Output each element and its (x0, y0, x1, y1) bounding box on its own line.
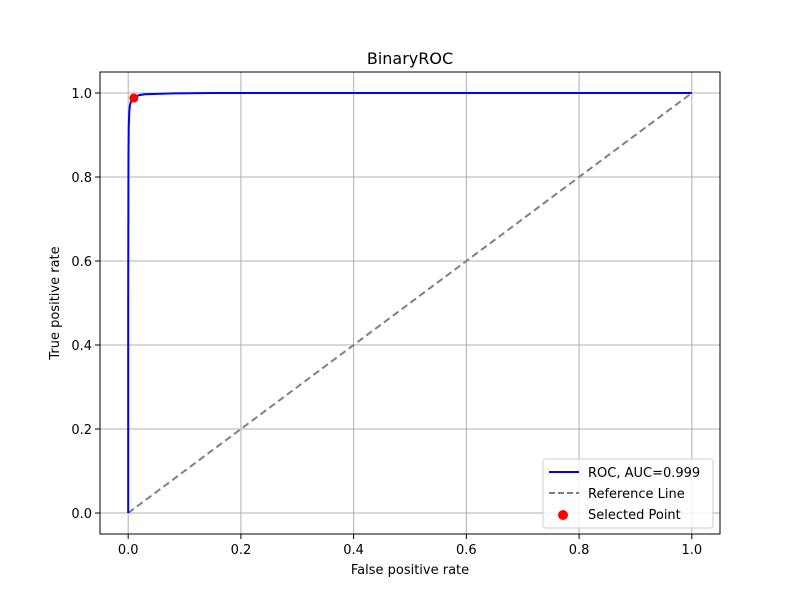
legend: ROC, AUC=0.999 Reference Line Selected P… (542, 458, 714, 529)
series-layer (127, 92, 693, 514)
x-tick-label-1: 0.2 (231, 543, 252, 558)
y-tick-label-1: 0.2 (71, 423, 92, 438)
y-tick-label-0: 0.0 (71, 507, 92, 522)
x-tick-label-3: 0.6 (456, 543, 477, 558)
x-tick-label-5: 1.0 (681, 543, 702, 558)
x-tick-label-4: 0.8 (569, 543, 590, 558)
y-tick-label-2: 0.4 (71, 339, 92, 354)
reference-line (127, 92, 693, 514)
legend-swatch-selected-point (558, 510, 568, 520)
legend-label-reference: Reference Line (588, 487, 685, 502)
x-tick-label-2: 0.4 (343, 543, 364, 558)
y-axis-label: True positive rate (48, 246, 63, 360)
y-tick-label-3: 0.6 (71, 255, 92, 270)
x-tick-label-0: 0.0 (118, 543, 139, 558)
legend-label-roc: ROC, AUC=0.999 (588, 466, 700, 481)
legend-label-selected-point: Selected Point (588, 508, 681, 523)
plot-area-frame (99, 71, 721, 535)
y-tick-label-5: 1.0 (71, 87, 92, 102)
chart-title: BinaryROC (367, 49, 453, 68)
legend-box (542, 458, 714, 529)
selected-point-marker (129, 93, 139, 103)
y-tick-label-4: 0.8 (71, 171, 92, 186)
grid-lines (100, 72, 720, 534)
x-axis-label: False positive rate (351, 563, 469, 578)
tick-layer: 0.0 0.2 0.4 0.6 0.8 1.0 0.0 0.2 0.4 0.6 0.8 1.0 (71, 87, 702, 558)
